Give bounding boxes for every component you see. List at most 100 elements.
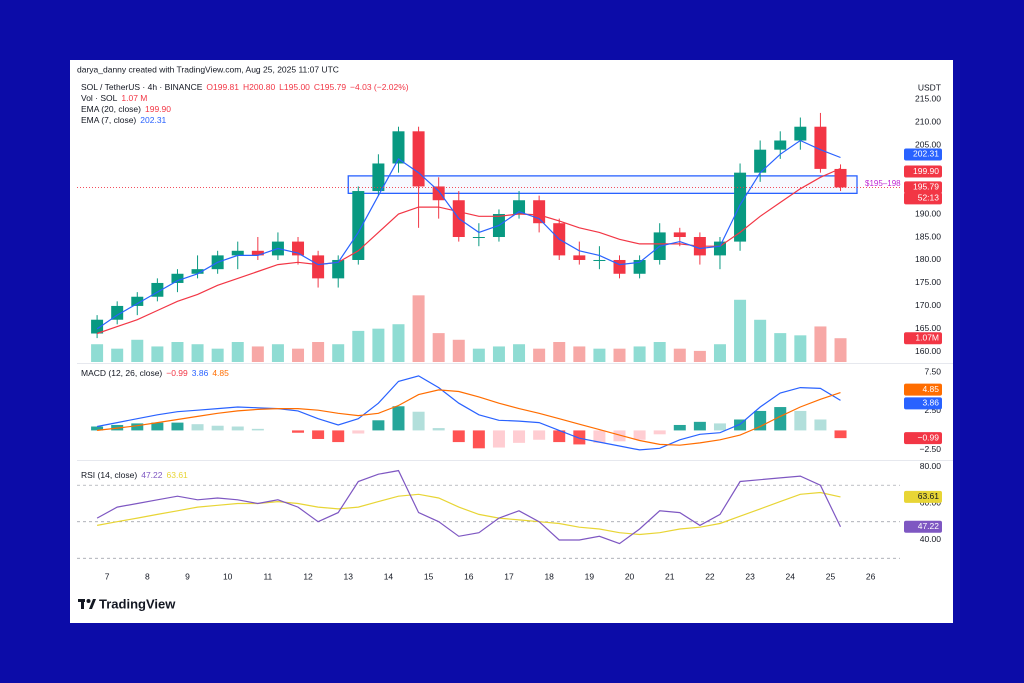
y-tick-label: 180.00 [915,254,941,264]
volume-bar [513,344,526,362]
candle-body [593,259,606,261]
macd-tag: 3.86 [904,397,942,410]
volume-bar [613,348,626,362]
macd-histogram-bar [332,430,345,443]
price-tag: 199.90 [904,165,942,178]
y-tick-label: 170.00 [915,300,941,310]
candle-body [633,259,646,274]
x-tick-label: 26 [866,571,876,581]
x-tick-label: 12 [303,571,313,581]
y-tick-label: 40.00 [920,534,942,544]
candle-body [834,168,847,188]
rsi-tag-bg [904,490,942,503]
candle-body [171,273,184,283]
candle-body [392,131,405,164]
y-tick-label: 80.00 [920,461,942,471]
volume-bar [553,342,566,362]
volume-bar [452,339,465,362]
candle-body [573,255,586,260]
legend-item: −4.03 (−2.02%) [350,82,409,92]
candle-body [774,140,787,150]
volume-bar [653,342,666,362]
legend-item: MACD (12, 26, close) [81,368,162,378]
volume-bar [352,330,365,362]
candle-body [251,250,264,256]
candle-body [794,126,807,141]
y-tick-label: −2.50 [919,444,941,454]
volume-bar [734,299,747,362]
candle-body [312,255,325,279]
x-tick-label: 10 [223,571,233,581]
legend-item: H200.80 [243,82,275,92]
x-tick-label: 9 [185,571,190,581]
legend-item: 199.90 [145,104,171,114]
x-tick-label: 8 [145,571,150,581]
legend: RSI (14, close) 47.22 63.61 [81,470,188,480]
macd-histogram-bar [171,422,184,431]
macd-histogram-bar [794,410,807,431]
volume-bar [131,339,144,362]
volume-bar [332,344,345,362]
macd-histogram-bar [693,421,706,431]
macd-histogram-bar [573,430,586,445]
rsi-line [96,469,842,545]
legend-item: 202.31 [140,115,166,125]
legend: Vol · SOL 1.07 M [81,93,147,103]
volume-bar [231,342,244,362]
ema-line [96,139,841,330]
volume-bar [673,348,686,362]
volume-bar [392,324,405,362]
macd-histogram-bar [392,406,405,431]
volume-bar [834,338,847,362]
candle-body [332,259,345,279]
logo-mark [81,599,84,609]
macd-histogram-bar [151,422,164,431]
macd-histogram-bar [432,428,445,431]
legend: EMA (7, close) 202.31 [81,115,167,125]
volume-bar [271,344,284,362]
macd-histogram-bar [191,424,204,431]
x-tick-label: 15 [424,571,434,581]
macd-tag-text: 3.86 [922,398,939,408]
legend-item: 4.85 [212,368,229,378]
candle-body [533,200,546,224]
volume-bar [211,348,224,362]
x-tick-label: 11 [263,571,272,581]
candle-body [713,241,726,256]
macd-histogram-bar [372,420,385,431]
legend-item: Vol · SOL [81,93,118,103]
zone-label: $195–198 [865,179,901,188]
macd-histogram-bar [673,424,686,431]
legend-item: EMA (7, close) [81,115,136,125]
macd-tag-bg [904,383,942,396]
volume-bar [312,342,325,362]
volume-bar [633,346,646,362]
volume-bar [111,348,124,362]
macd-histogram-bar [533,430,546,440]
legend-item: EMA (20, close) [81,104,141,114]
y-tick-label: 160.00 [915,346,941,356]
macd-tag: −0.99 [904,432,942,445]
volume-bar [573,346,586,362]
macd-histogram-bar [713,423,726,431]
x-tick-label: 22 [705,571,715,581]
logo-text: TradingView [99,596,176,611]
macd-line [96,375,841,451]
rsi-tag: 63.61 [904,490,942,503]
candle-body [231,250,244,256]
legend-item: O199.81 [206,82,239,92]
volume-bar [91,344,104,362]
volume-tag: 1.07M [904,332,942,345]
macd-tag-bg [904,397,942,410]
price-tag-bg [904,181,942,194]
candle-body [91,319,104,334]
volume-bar [794,335,807,362]
macd-histogram-bar [513,430,526,443]
volume-bar [713,344,726,362]
macd-histogram-bar [834,430,847,439]
x-tick-label: 21 [665,571,675,581]
x-tick-label: 14 [384,571,394,581]
x-tick-label: 24 [786,571,796,581]
legend-item: 47.22 [141,470,163,480]
candle-body [352,191,365,260]
